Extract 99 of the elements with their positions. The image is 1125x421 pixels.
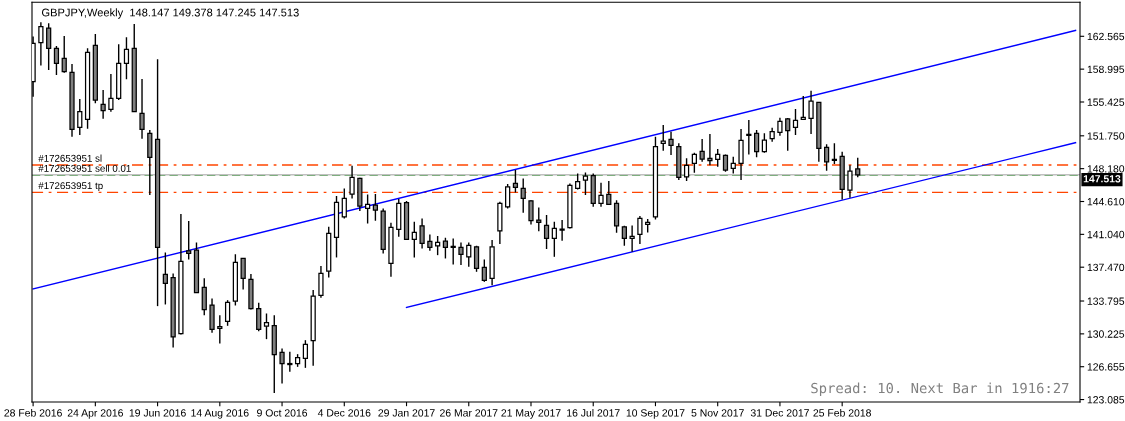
candlestick — [411, 221, 417, 259]
y-tick-label: 162.565 — [1087, 32, 1125, 41]
candlestick — [683, 157, 690, 182]
candlestick — [551, 221, 557, 258]
x-tick-label: 9 Oct 2016 — [257, 409, 308, 417]
x-tick-label: 16 Jul 2017 — [567, 408, 620, 417]
x-tick-label: 14 Aug 2016 — [191, 409, 249, 419]
candlestick — [699, 138, 705, 163]
candlestick — [240, 257, 246, 291]
annotation: Spread: 10. Next Bar in 1916:27 — [811, 382, 1069, 396]
candlestick — [831, 142, 838, 165]
candlestick — [201, 277, 207, 316]
x-tick-label: 26 Mar 2017 — [440, 409, 498, 417]
candlestick — [318, 265, 324, 299]
candlestick — [38, 21, 44, 67]
candlestick — [442, 237, 449, 260]
candlestick — [660, 124, 666, 152]
candlestick — [466, 241, 472, 268]
candlestick — [365, 193, 371, 225]
candlestick — [450, 237, 456, 266]
x-tick-label: 25 Feb 2018 — [813, 408, 871, 417]
candlestick — [123, 36, 130, 81]
y-tick-label: 158.995 — [1087, 65, 1125, 74]
candlestick — [613, 199, 620, 234]
y-tick-label: 137.470 — [1087, 263, 1125, 272]
candlestick — [61, 35, 67, 74]
candlestick — [473, 245, 480, 273]
candlestick — [162, 251, 168, 306]
candlestick — [707, 133, 713, 167]
candlestick — [512, 169, 519, 194]
x-tick-label: 21 May 2017 — [501, 409, 561, 419]
candlestick — [637, 215, 643, 245]
x-tick-label: 4 Dec 2016 — [317, 409, 371, 417]
candlestick — [785, 117, 791, 152]
candlestick — [520, 177, 526, 214]
x-tick-label: 19 Jun 2016 — [129, 409, 186, 417]
candlestick — [598, 182, 604, 208]
y-tick-label: 123.085 — [1087, 396, 1125, 404]
candlestick — [855, 156, 861, 178]
candlestick — [481, 258, 487, 283]
candlestick — [77, 98, 83, 136]
candlestick — [738, 128, 744, 181]
y-tick-label: 155.425 — [1087, 98, 1125, 106]
y-tick-label: 141.040 — [1087, 230, 1125, 239]
y-tick-label: 144.610 — [1087, 198, 1125, 206]
candlestick — [100, 89, 106, 120]
candlestick — [777, 116, 783, 137]
candlestick — [224, 299, 231, 327]
candlestick — [847, 164, 853, 199]
candlestick — [263, 312, 270, 340]
candlestick — [543, 214, 550, 250]
candlestick — [792, 108, 799, 136]
candlestick — [746, 119, 752, 156]
candlestick — [505, 183, 511, 210]
x-tick-label: 10 Sep 2017 — [626, 409, 685, 419]
ref-line-label: 147.513 — [1083, 175, 1121, 183]
x-tick-label: 5 Nov 2017 — [691, 409, 744, 417]
y-tick-label: 130.225 — [1087, 330, 1125, 338]
y-tick-label: 133.795 — [1087, 297, 1125, 305]
candlestick — [528, 199, 534, 226]
candlestick — [53, 45, 60, 76]
ref-line-label: #172653951 sell 0.01 — [38, 164, 131, 172]
candlestick — [341, 187, 347, 220]
candlestick — [753, 129, 760, 159]
candlestick — [256, 302, 262, 332]
candlestick — [217, 314, 223, 345]
candlestick — [629, 224, 635, 253]
y-tick-label: 151.750 — [1087, 132, 1125, 140]
candlestick — [372, 193, 379, 222]
candlestick — [435, 235, 441, 256]
candlestick — [606, 180, 612, 206]
x-tick-label: 24 Apr 2016 — [67, 409, 123, 419]
candlestick — [419, 217, 425, 250]
candlestick — [279, 347, 285, 385]
x-tick-label: 29 Jan 2017 — [378, 409, 435, 417]
candlestick — [349, 165, 355, 200]
candlestick — [823, 143, 830, 172]
x-tick-label: 28 Feb 2016 — [4, 408, 62, 417]
text: GBPJPY,Weekly 148.147 149.378 147.245 147.513 — [41, 8, 299, 19]
candlestick — [287, 351, 293, 373]
candlestick — [536, 206, 542, 232]
y-tick-label: 148.180 — [1087, 165, 1125, 173]
candlestick — [582, 171, 589, 196]
candlestick — [108, 73, 114, 113]
candlestick — [139, 78, 145, 140]
candlestick — [800, 95, 806, 121]
candlestick — [808, 89, 814, 135]
ref-line-label: #172653951 sl — [38, 154, 102, 162]
candlestick — [46, 22, 52, 71]
y-tick-label: 126.655 — [1087, 363, 1125, 371]
candlestick — [668, 130, 674, 156]
candlestick — [691, 152, 697, 174]
candlestick — [458, 241, 464, 266]
ref-line-label: #172653951 tp — [38, 182, 103, 192]
candlestick — [302, 339, 309, 369]
candlestick — [559, 219, 565, 242]
candlestick — [761, 132, 768, 154]
candlestick — [186, 220, 192, 261]
x-tick-label: 31 Dec 2017 — [750, 409, 809, 417]
